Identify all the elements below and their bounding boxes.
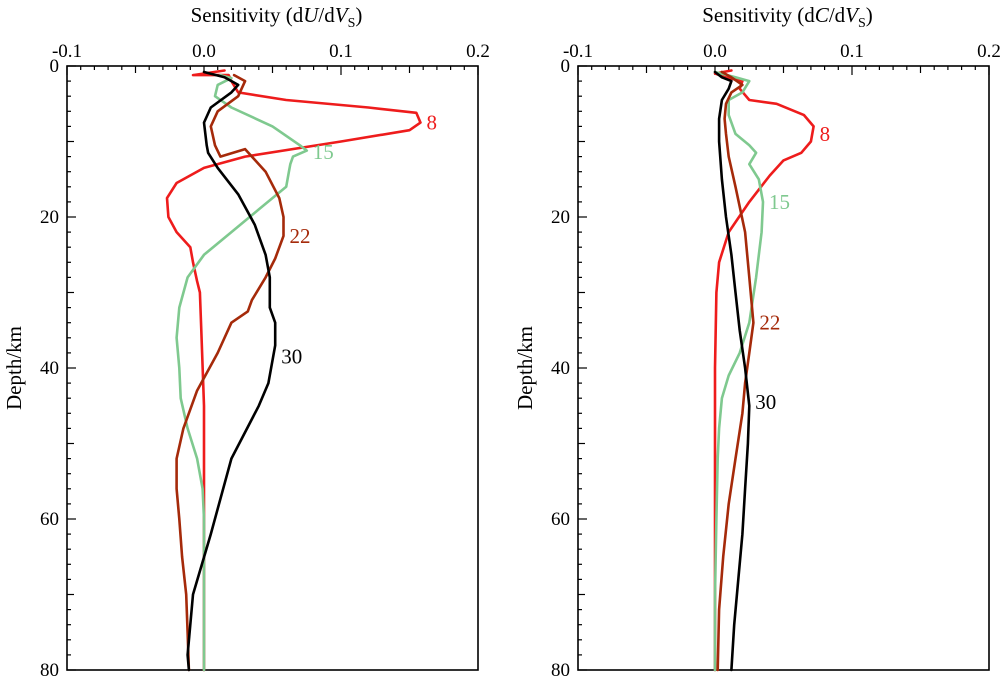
- x-axis-title: Sensitivity (dC/dVS): [702, 3, 873, 31]
- series-line-30: [186, 70, 277, 672]
- series-label-22: 22: [289, 224, 310, 248]
- series-label-8: 8: [426, 111, 437, 135]
- series-label-15: 15: [313, 140, 334, 164]
- series-line-8: [165, 69, 422, 672]
- y-tick-label: 80: [40, 660, 59, 681]
- plot-frame: [577, 65, 990, 671]
- x-tick-label: 0.1: [329, 41, 353, 62]
- x-tick-label: 0.0: [703, 41, 727, 62]
- y-tick-label: 60: [551, 509, 570, 530]
- y-tick-label: 60: [40, 509, 59, 530]
- series-line-22: [175, 73, 285, 672]
- y-tick-label: 40: [40, 358, 59, 379]
- y-axis-title: Depth/km: [513, 326, 537, 410]
- x-tick-label: 0.0: [192, 41, 216, 62]
- x-tick-label: 0.2: [466, 41, 490, 62]
- series-line-30: [713, 70, 751, 672]
- panel-left-du-dvs: -0.1 0.0 0.1 0.2 0 20 40 60 80 Sensitivity (dU/dV…: [2, 3, 490, 681]
- series-line-15: [175, 73, 309, 672]
- x-axis-title: Sensitivity (dU/dVS): [191, 3, 363, 31]
- plot-frame: [66, 65, 479, 671]
- series-line-8: [713, 69, 815, 672]
- y-tick-label: 20: [551, 207, 570, 228]
- y-tick-label: 20: [40, 207, 59, 228]
- series-line-22: [716, 70, 755, 672]
- series-line-15: [713, 70, 765, 672]
- x-tick-label: -0.1: [563, 41, 593, 62]
- x-tick-label: 0.2: [977, 41, 1000, 62]
- y-tick-label: 80: [551, 660, 570, 681]
- y-tick-label: 40: [551, 358, 570, 379]
- series-label-30: 30: [281, 345, 302, 369]
- x-tick-label: 0.1: [840, 41, 864, 62]
- y-tick-label: 0: [561, 56, 571, 77]
- y-tick-label: 0: [50, 56, 60, 77]
- panel-right-dc-dvs: -0.1 0.0 0.1 0.2 0 20 40 60 80 Sensitivity (dC/dV…: [513, 3, 1000, 681]
- y-axis-title: Depth/km: [2, 326, 26, 410]
- x-tick-label: -0.1: [52, 41, 82, 62]
- series-label-30: 30: [755, 390, 776, 414]
- series-label-8: 8: [820, 122, 831, 146]
- series-label-22: 22: [759, 311, 780, 335]
- series-label-15: 15: [769, 190, 790, 214]
